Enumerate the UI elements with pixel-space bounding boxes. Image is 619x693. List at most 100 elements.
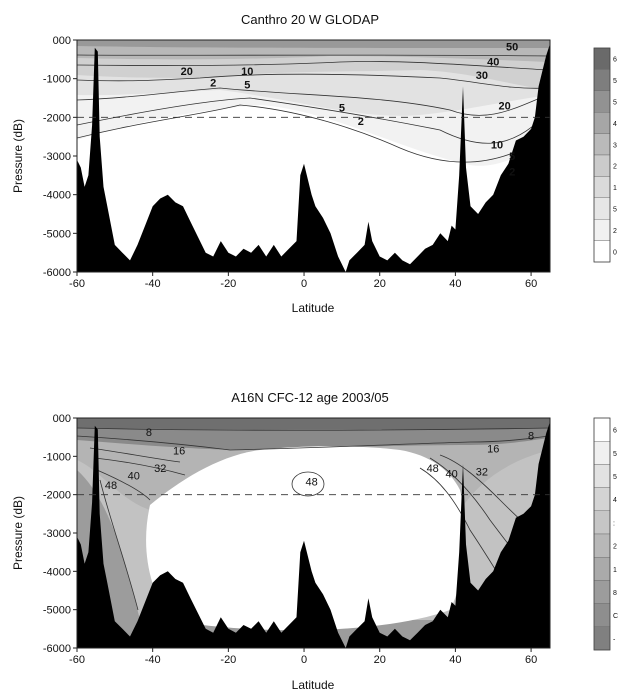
contour-label: 32 [154, 463, 166, 475]
contour-labels: 8 16 32 40 48 48 48 40 32 16 8 [105, 427, 534, 492]
colorbar-tick-label: 2 [613, 164, 617, 171]
contour-line-40 [96, 469, 151, 501]
colorbar-swatch [593, 90, 611, 113]
contour-line-48-south [99, 479, 139, 611]
x-tick-label: 20 [374, 654, 386, 666]
contour-line-30 [77, 61, 549, 71]
x-axis-label: Latitude [292, 678, 335, 692]
colorbar-tick-label: 5 [613, 78, 617, 85]
contour-label: 8 [146, 427, 152, 439]
colorbar-frame [593, 417, 611, 651]
contour-label: 2 [358, 116, 364, 128]
colorbar-tick-label: 4 [613, 497, 617, 504]
y-tick-label: 000 [53, 413, 71, 425]
contour-label: 32 [476, 467, 488, 479]
contour-line-48-center [291, 471, 325, 497]
colorbar-swatch [593, 580, 611, 604]
colorbar-tick-label: 4 [613, 121, 617, 128]
y-axis-label: Pressure (dB) [11, 496, 25, 570]
colorbar-tick-label: 2 [613, 544, 617, 551]
y-tick-label: -1000 [43, 74, 71, 86]
contour-line-20 [77, 73, 549, 89]
x-tick-label: -20 [220, 654, 236, 666]
contour-label: 40 [445, 469, 457, 481]
colorbar-swatch [593, 240, 611, 263]
oldest-water-core [146, 446, 466, 631]
y-axis-label: Pressure (dB) [11, 119, 25, 193]
x-axis-ticks: -60 -40 -20 0 20 40 60 [69, 648, 537, 666]
contour-line-40 [77, 54, 549, 57]
colorbar-tick-label: 3 [613, 142, 617, 149]
contour-label: 8 [528, 430, 534, 442]
contour-label: 40 [128, 471, 140, 483]
colorbar-tick-label: 0 [613, 249, 617, 256]
colorbar-tick-label: 5 [613, 474, 617, 481]
contour-label: 2 [210, 78, 216, 90]
chart-title: Canthro 20 W GLODAP [241, 12, 379, 27]
contour-line-5 [77, 97, 541, 144]
colorbar-swatch [593, 111, 611, 134]
colorbar-tick-label: 6 [613, 428, 617, 435]
contour-label: 20 [498, 101, 510, 113]
contour-label: 5 [509, 151, 515, 163]
x-tick-label: 40 [449, 278, 461, 290]
colorbar-swatch [593, 464, 611, 488]
colorbar-swatch [593, 69, 611, 92]
seafloor-topography [77, 421, 550, 648]
colorbar-tick-label: : [613, 520, 615, 527]
colorbar-tick-label: 6 [613, 57, 617, 64]
colorbar-swatch [593, 133, 611, 156]
y-tick-label: -2000 [43, 490, 71, 502]
chart-title: A16N CFC-12 age 2003/05 [231, 390, 389, 405]
x-tick-label: 20 [374, 278, 386, 290]
seafloor-topography [77, 43, 550, 272]
contour-label: 48 [427, 463, 439, 475]
x-tick-label: 60 [525, 654, 537, 666]
contour-label: 10 [491, 139, 503, 151]
y-tick-label: -4000 [43, 190, 71, 202]
y-axis-ticks: 000 -1000 -2000 -3000 -4000 -5000 -6000 [43, 413, 77, 655]
contour-label: 5 [339, 103, 345, 115]
colorbar-tick-label: 1 [613, 185, 617, 192]
colorbar-swatch [593, 47, 611, 70]
colorbar-swatch [593, 603, 611, 627]
contour-band-50 [77, 40, 550, 48]
y-tick-label: 000 [53, 35, 71, 47]
colorbar-swatch [593, 626, 611, 651]
x-tick-label: -60 [69, 278, 85, 290]
contour-band-8 [77, 418, 550, 430]
colorbar-swatch [593, 510, 611, 535]
contour-label: 16 [487, 444, 499, 456]
x-tick-label: -40 [145, 654, 161, 666]
colorbar-swatch [593, 154, 611, 177]
colorbar-tick-label: 1 [613, 567, 617, 574]
colorbar-swatch [593, 487, 611, 512]
x-tick-label: -20 [220, 278, 236, 290]
contour-label: 2 [509, 166, 515, 178]
colorbar-tick-label: - [613, 636, 616, 643]
x-axis-label: Latitude [292, 301, 335, 315]
contour-label: 40 [487, 57, 499, 69]
contour-label: 48 [105, 480, 117, 492]
x-tick-label: 60 [525, 278, 537, 290]
contour-label: 16 [173, 446, 185, 458]
colorbar-tick-label: 5 [613, 100, 617, 107]
y-tick-label: -3000 [43, 528, 71, 540]
colorbar: 6 5 5 4: 2 1 8 C - [593, 417, 618, 651]
contour-label: 50 [506, 42, 518, 54]
contour-label: 20 [181, 66, 193, 78]
x-tick-label: -60 [69, 654, 85, 666]
x-tick-label: 0 [301, 278, 307, 290]
x-tick-label: 0 [301, 654, 307, 666]
colorbar-tick-label: 2 [613, 228, 617, 235]
contour-label: 30 [476, 70, 488, 82]
y-tick-label: -2000 [43, 112, 71, 124]
y-tick-label: -6000 [43, 267, 71, 279]
contour-line-32 [94, 457, 186, 476]
y-tick-label: -3000 [43, 151, 71, 163]
contour-line-10 [77, 87, 549, 116]
panel-canthro: Canthro 20 W GLODAP -60 -40 -20 0 20 40 60 [11, 12, 617, 315]
colorbar-tick-label: 8 [613, 590, 617, 597]
